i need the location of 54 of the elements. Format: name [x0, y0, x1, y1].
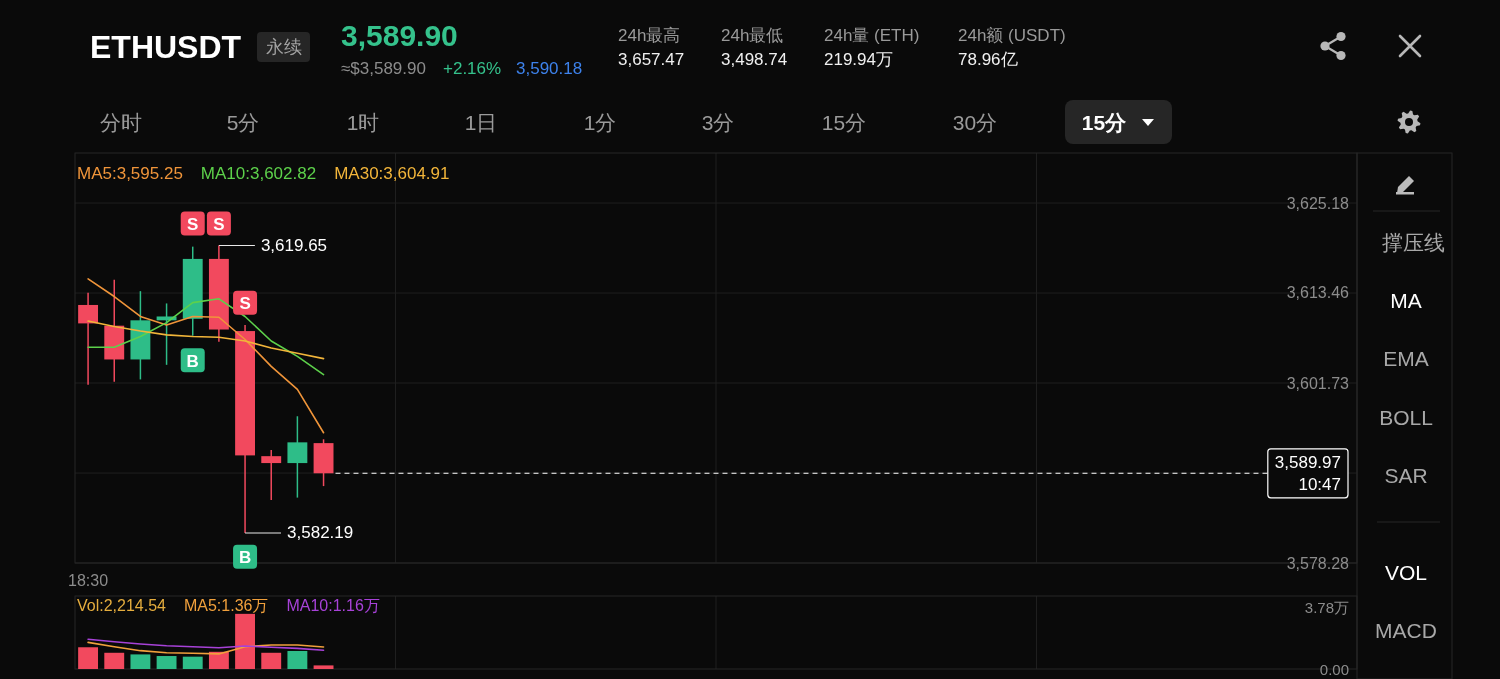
y-tick-label: 3,578.28 — [1286, 554, 1349, 572]
text: ≈$3,589.90 — [341, 58, 426, 78]
ref-line-label: 3,589.97 10:47 — [1274, 453, 1341, 495]
annotation: 3,582.19 — [244, 523, 354, 543]
text: 1时 — [346, 110, 380, 134]
series-name: MA10:3,602.82 — [200, 163, 317, 183]
note: Vol:2,214.54 — [77, 596, 166, 614]
series-name: MA30:3,604.91 — [334, 163, 450, 183]
marker: B — [180, 348, 205, 373]
text: BOLL — [1379, 405, 1433, 429]
text: 24h最高 — [618, 25, 681, 45]
text: 219.94万 — [824, 49, 893, 69]
y-tick-label: 0.00 — [1319, 660, 1349, 678]
series-name: MA5:1.36万 — [183, 596, 269, 614]
marker: S — [233, 290, 258, 315]
text: 24h最低 — [721, 25, 784, 45]
text: MACD — [1375, 618, 1437, 642]
text: 3,590.18 — [516, 58, 583, 78]
text: 30分 — [952, 110, 998, 134]
text: 3,498.74 — [721, 49, 788, 69]
text: 3,589.90 — [341, 18, 458, 52]
title: ETHUSDT — [90, 29, 242, 65]
series-label: S — [187, 215, 199, 235]
text: 1分 — [583, 110, 617, 134]
annotation: 3,582.19 — [287, 523, 354, 543]
text: MA — [1390, 288, 1422, 312]
text: 78.96亿 — [958, 49, 1018, 69]
y-tick-label: 3,601.73 — [1286, 374, 1349, 392]
text: VOL — [1385, 560, 1427, 584]
y-tick-label: 3,625.18 — [1286, 194, 1349, 212]
annotation: 3,619.65 — [218, 236, 328, 255]
x-tick-label: 18:30 — [68, 571, 109, 589]
control: 15分 — [1065, 100, 1172, 144]
text: 1日 — [464, 110, 498, 134]
text: 3分 — [701, 110, 735, 134]
text: 5分 — [226, 110, 260, 134]
series-name: MA5:3,595.25 — [77, 163, 183, 183]
ref-label: 3,589.97 10:47 — [1267, 448, 1349, 499]
text: 分时 — [100, 110, 142, 134]
y-tick-label: 3.78万 — [1304, 599, 1349, 617]
text: SAR — [1384, 463, 1428, 487]
series-name: MA10:1.16万 — [286, 596, 380, 614]
y-tick-label: 3,613.46 — [1286, 284, 1349, 302]
text: 15分 — [821, 110, 867, 134]
text: +2.16% — [443, 58, 502, 78]
text: 24h额 (USDT) — [958, 25, 1066, 45]
text: 撑压线 — [1381, 230, 1445, 254]
series-label: B — [186, 351, 199, 371]
control: 永续 — [257, 32, 310, 62]
annotation: 3,619.65 — [260, 235, 328, 255]
text: 3,657.47 — [618, 49, 685, 69]
text: 24h量 (ETH) — [824, 25, 920, 45]
marker: B — [233, 544, 258, 569]
text: EMA — [1383, 346, 1429, 370]
